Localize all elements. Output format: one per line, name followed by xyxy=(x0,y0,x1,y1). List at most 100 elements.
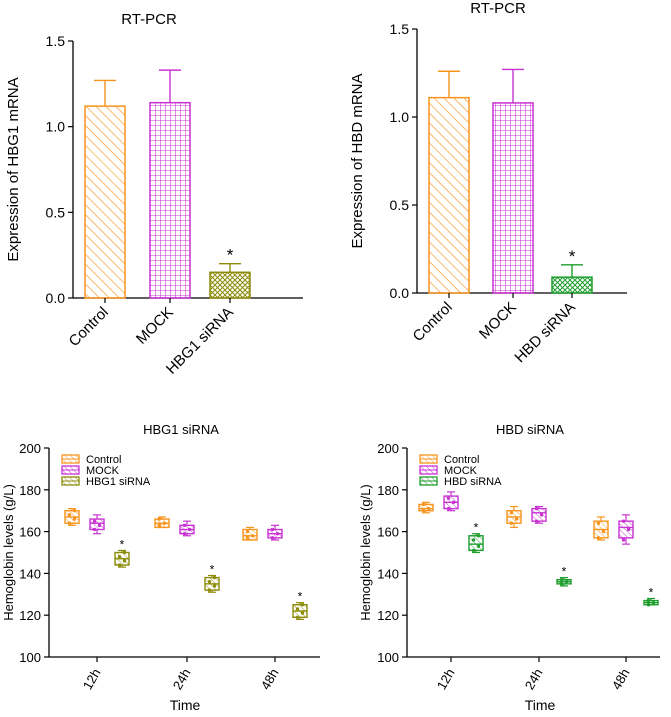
chart-title: RT-PCR xyxy=(470,0,526,17)
data-point xyxy=(157,523,162,528)
bar-control xyxy=(428,96,470,294)
data-point xyxy=(471,548,476,553)
data-point xyxy=(250,534,255,538)
y-tick-label: 0.5 xyxy=(390,197,410,213)
significance-star: * xyxy=(120,537,125,551)
x-tick-label: 48h xyxy=(609,666,633,692)
data-point xyxy=(212,584,217,588)
chart-bar-hbd: RT-PCR Expression of HBD mRNA 0.0 0.5 1.0 1.5… xyxy=(349,0,627,366)
data-point xyxy=(72,517,77,521)
data-point xyxy=(421,509,426,513)
x-tick-label: 12h xyxy=(80,666,104,692)
y-tick-label: 160 xyxy=(377,525,399,540)
y-axis-label: Expression of HBG1 mRNA xyxy=(5,77,22,261)
box-mock xyxy=(618,520,634,539)
x-tick-label: 48h xyxy=(258,666,282,692)
legend-label: Control xyxy=(86,454,121,466)
chart-title: HBD siRNA xyxy=(496,422,564,437)
data-point xyxy=(157,517,162,521)
data-point xyxy=(97,523,102,528)
x-tick-label: Control xyxy=(410,299,456,345)
significance-star: * xyxy=(298,590,303,604)
y-tick-label: 1.0 xyxy=(46,119,66,135)
data-point xyxy=(601,529,606,534)
data-point xyxy=(621,538,626,542)
data-point xyxy=(534,519,539,523)
data-point xyxy=(92,519,97,523)
data-point xyxy=(534,506,539,511)
data-point xyxy=(117,554,122,559)
bar-hbg1-sirna xyxy=(209,271,251,299)
data-point xyxy=(626,527,631,532)
data-point xyxy=(270,527,275,532)
y-tick-label: 160 xyxy=(19,525,41,540)
chart-box-hbd: HBD siRNA Hemoglobin levels (g/L) 100 120 14… xyxy=(358,422,660,713)
data-point xyxy=(559,577,564,582)
data-point xyxy=(270,536,275,540)
legend-label: HBG1 siRNA xyxy=(86,476,151,488)
data-point xyxy=(446,496,451,500)
bar-mock xyxy=(149,101,191,299)
y-tick-label: 120 xyxy=(377,608,399,623)
data-point xyxy=(421,502,426,507)
bar-hbd-sirna xyxy=(551,276,593,294)
x-tick-label: 24h xyxy=(522,666,546,692)
x-tick-label: 24h xyxy=(170,666,194,692)
data-point xyxy=(295,607,300,611)
significance-star: * xyxy=(210,562,215,576)
y-tick-label: 100 xyxy=(19,650,41,665)
y-tick-label: 120 xyxy=(19,608,41,623)
chart-box-hbg1: HBG1 siRNA Hemoglobin levels (g/L) 100 120 1… xyxy=(1,422,320,713)
data-point xyxy=(564,580,569,584)
y-axis-label: Hemoglobin levels (g/L) xyxy=(358,484,373,621)
y-tick-label: 140 xyxy=(19,566,41,581)
data-point xyxy=(539,513,544,517)
data-point xyxy=(92,527,97,532)
legend-label: Control xyxy=(444,454,479,466)
data-point xyxy=(651,600,656,605)
data-point xyxy=(72,509,77,513)
box-control xyxy=(242,528,258,541)
x-tick-label: Control xyxy=(66,304,112,350)
y-tick-label: 1.5 xyxy=(46,33,66,49)
y-tick-label: 100 xyxy=(377,650,399,665)
chart-title: HBG1 siRNA xyxy=(143,422,219,437)
y-tick-label: 180 xyxy=(377,483,399,498)
data-point xyxy=(212,575,217,580)
box-control xyxy=(418,503,434,512)
data-point xyxy=(182,531,187,536)
data-point xyxy=(621,519,626,523)
data-point xyxy=(509,511,514,515)
data-point xyxy=(67,513,72,517)
data-point xyxy=(476,544,481,548)
y-tick-label: 0.0 xyxy=(390,285,410,301)
data-point xyxy=(117,563,122,567)
data-point xyxy=(514,517,519,521)
x-axis-label: Time xyxy=(170,697,201,713)
data-point xyxy=(295,615,300,619)
y-axis-label: Hemoglobin levels (g/L) xyxy=(1,484,16,621)
y-tick-label: 180 xyxy=(19,483,41,498)
legend-label: HBD siRNA xyxy=(444,476,502,488)
y-tick-label: 1.5 xyxy=(390,21,410,37)
data-point xyxy=(207,580,212,584)
significance-star: * xyxy=(562,565,567,579)
data-point xyxy=(471,538,476,542)
data-point xyxy=(446,506,451,511)
significance-star: * xyxy=(227,246,234,265)
legend-label: MOCK xyxy=(444,465,478,477)
chart-title: RT-PCR xyxy=(121,11,177,28)
y-tick-label: 0.0 xyxy=(46,290,66,306)
data-point xyxy=(67,521,72,525)
data-point xyxy=(182,523,187,528)
data-point xyxy=(646,598,651,603)
legend-label: MOCK xyxy=(86,465,120,477)
box-mock xyxy=(531,507,547,522)
y-tick-label: 200 xyxy=(19,441,41,456)
significance-star: * xyxy=(569,247,576,266)
box-mock xyxy=(89,518,105,531)
data-point xyxy=(245,536,250,540)
y-tick-label: 200 xyxy=(377,441,399,456)
y-tick-label: 0.5 xyxy=(46,204,66,220)
